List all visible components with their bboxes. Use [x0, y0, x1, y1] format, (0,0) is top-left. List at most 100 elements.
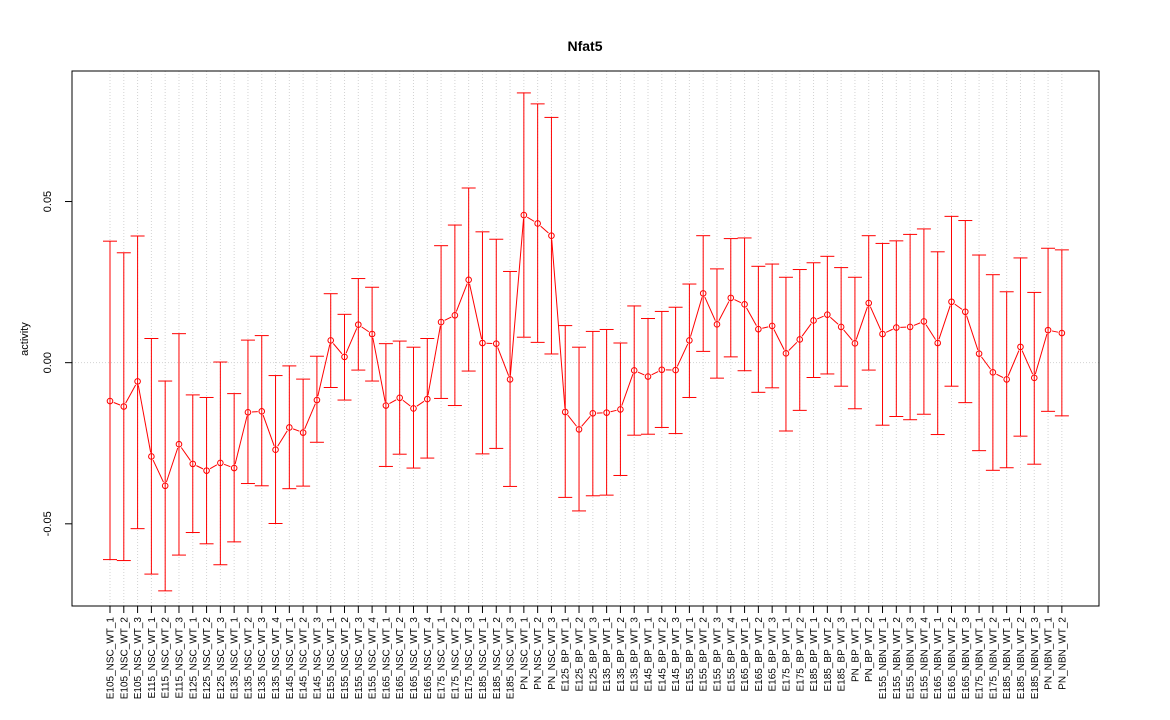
- data-point: [975, 350, 983, 357]
- data-point: [865, 299, 873, 307]
- series-line-segment: [788, 341, 798, 351]
- data-point: [755, 325, 762, 333]
- series-line-segment: [610, 409, 617, 413]
- x-tick-label: E105_NSC_WT_3: [133, 617, 144, 700]
- data-point: [561, 408, 569, 416]
- data-point: [851, 340, 859, 347]
- series-line-segment: [1034, 333, 1048, 375]
- x-tick-label: E125_NSC_WT_1: [188, 617, 199, 700]
- data-point: [644, 373, 652, 380]
- x-tick-label: E165_NSC_WT_4: [423, 617, 434, 700]
- data-point: [492, 340, 500, 347]
- series-line-segment: [551, 239, 566, 409]
- x-tick-label: E145_NSC_WT_1: [285, 617, 296, 700]
- x-tick-label: E155_BP_WT_4: [726, 617, 737, 692]
- x-tick-label: E135_BP_WT_3: [630, 617, 641, 692]
- x-tick-label: E155_NBN_WT_2: [892, 617, 903, 700]
- series-line-segment: [869, 306, 882, 331]
- series-line-segment: [773, 329, 785, 350]
- x-tick-label: E185_NBN_WT_2: [1016, 617, 1027, 700]
- data-point: [548, 232, 555, 239]
- data-point: [479, 339, 486, 347]
- series-line-segment: [996, 373, 1004, 379]
- data-point: [465, 276, 472, 284]
- series-line-segment: [416, 400, 425, 407]
- data-point: [520, 211, 528, 219]
- x-tick-label: E175_NBN_WT_1: [975, 617, 986, 700]
- data-point: [106, 397, 114, 405]
- x-tick-label: E165_NBN_WT_2: [947, 617, 958, 700]
- data-point: [575, 426, 583, 433]
- x-tick-label: E165_NBN_WT_3: [961, 617, 972, 700]
- x-tick-label: E165_NSC_WT_2: [395, 617, 406, 700]
- x-tick-label: E185_BP_WT_1: [809, 617, 820, 692]
- series-line-segment: [497, 347, 510, 376]
- data-point: [451, 311, 459, 319]
- data-point: [672, 366, 679, 374]
- series-line-segment: [817, 315, 824, 320]
- data-point: [810, 317, 817, 324]
- series-line-segment: [581, 415, 591, 427]
- x-tick-label: E175_BP_WT_1: [781, 617, 792, 692]
- x-tick-label: E155_BP_WT_3: [712, 617, 723, 692]
- series-line-segment: [1021, 350, 1034, 375]
- series-line-segment: [954, 303, 963, 310]
- series-line-segment: [637, 371, 645, 376]
- data-point: [258, 408, 266, 415]
- series-line-segment: [427, 325, 441, 396]
- series-line-segment: [746, 307, 757, 326]
- data-point: [313, 396, 321, 404]
- x-tick-label: E125_BP_WT_1: [561, 617, 572, 692]
- x-tick-label: E135_NSC_WT_4: [271, 617, 282, 700]
- series-line-segment: [402, 399, 411, 407]
- series-line-segment: [196, 465, 204, 470]
- series-line-segment: [1051, 330, 1059, 333]
- series-line-segment: [718, 301, 730, 322]
- x-tick-label: E175_NSC_WT_2: [450, 617, 461, 700]
- x-tick-label: E105_NSC_WT_1: [106, 617, 117, 700]
- x-axis: E105_NSC_WT_1 E105_NSC_WT_2 E105_NSC_WT_3 E…: [106, 606, 1068, 700]
- data-point: [1058, 329, 1066, 337]
- data-point: [272, 446, 279, 453]
- x-tick-label: E185_BP_WT_2: [823, 617, 834, 692]
- data-point: [175, 440, 183, 448]
- x-tick-label: E165_BP_WT_3: [768, 617, 779, 692]
- y-tick-label: -0.05: [42, 511, 54, 536]
- data-point: [948, 298, 955, 306]
- x-tick-label: E155_BP_WT_1: [685, 617, 696, 692]
- series-line-segment: [938, 305, 951, 340]
- error-bars: [103, 92, 1069, 592]
- data-point: [368, 330, 376, 338]
- data-point: [423, 395, 431, 403]
- series-line-segment: [855, 306, 868, 340]
- data-point: [796, 336, 804, 343]
- data-point: [1044, 326, 1052, 334]
- data-point: [382, 402, 390, 409]
- series-line-segment: [304, 403, 316, 430]
- x-tick-label: E135_NSC_WT_2: [243, 617, 254, 700]
- x-tick-label: E115_NSC_WT_1: [147, 617, 158, 699]
- x-tick-label: E155_NBN_WT_1: [878, 617, 889, 700]
- grid-lines: [72, 71, 1099, 606]
- series-line-segment: [223, 463, 231, 468]
- data-point: [727, 294, 735, 302]
- y-axis: -0.05 0.00 0.05: [42, 191, 72, 536]
- series-line-segment: [527, 216, 535, 222]
- x-tick-label: E165_BP_WT_1: [740, 617, 751, 692]
- x-tick-label: E165_NSC_WT_1: [381, 617, 392, 700]
- series-line-segment: [317, 344, 331, 397]
- series-line-segment: [925, 324, 936, 340]
- y-tick-label: 0.00: [42, 352, 54, 373]
- x-tick-label: E165_NSC_WT_3: [409, 617, 420, 700]
- data-point: [713, 321, 721, 328]
- x-tick-label: E155_NBN_WT_3: [906, 617, 917, 700]
- series-line-segment: [676, 343, 689, 367]
- series-line-segment: [372, 337, 386, 402]
- data-point: [906, 323, 914, 331]
- x-tick-label: E145_BP_WT_3: [671, 617, 682, 692]
- x-tick-label: E185_BP_WT_3: [837, 617, 848, 692]
- x-tick-label: E155_NSC_WT_2: [340, 617, 351, 700]
- data-point: [341, 353, 348, 361]
- series-line-segment: [180, 447, 191, 461]
- data-point: [506, 376, 514, 383]
